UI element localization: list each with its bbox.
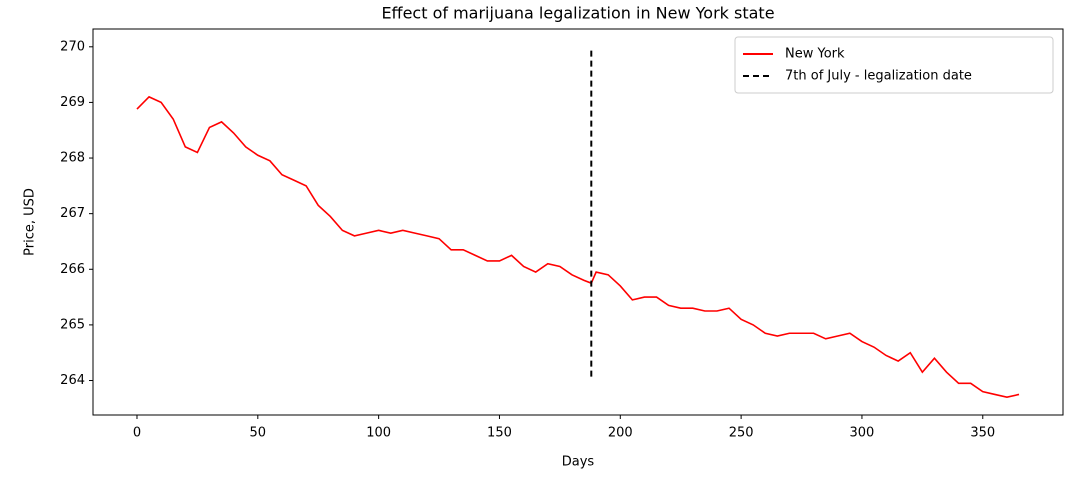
x-axis-label: Days	[562, 455, 595, 470]
y-tick-label: 265	[60, 317, 85, 332]
y-tick-label: 264	[60, 373, 85, 388]
y-tick-label: 267	[60, 206, 85, 221]
x-tick-label: 50	[250, 426, 267, 441]
plot-frame	[92, 28, 1064, 416]
y-tick-label: 269	[60, 95, 85, 110]
x-tick-label: 200	[608, 426, 633, 441]
legend-label: 7th of July - legalization date	[785, 69, 972, 84]
chart-title: Effect of marijuana legalization in New …	[381, 4, 774, 23]
legend: New York 7th of July - legalization date	[734, 36, 1054, 94]
x-tick-label: 100	[366, 426, 391, 441]
x-tick-label: 300	[850, 426, 875, 441]
y-tick-label: 270	[60, 39, 85, 54]
y-tick-label: 268	[60, 151, 85, 166]
x-tick-label: 150	[487, 426, 512, 441]
x-tick-label: 350	[970, 426, 995, 441]
x-tick-label: 0	[133, 426, 141, 441]
line	[136, 95, 1020, 399]
y-axis-label: Price, USD	[23, 188, 38, 256]
legend-label: New York	[785, 47, 845, 62]
x-tick-label: 250	[729, 426, 754, 441]
legend-box	[734, 36, 1054, 94]
y-tick-label: 266	[60, 262, 85, 277]
